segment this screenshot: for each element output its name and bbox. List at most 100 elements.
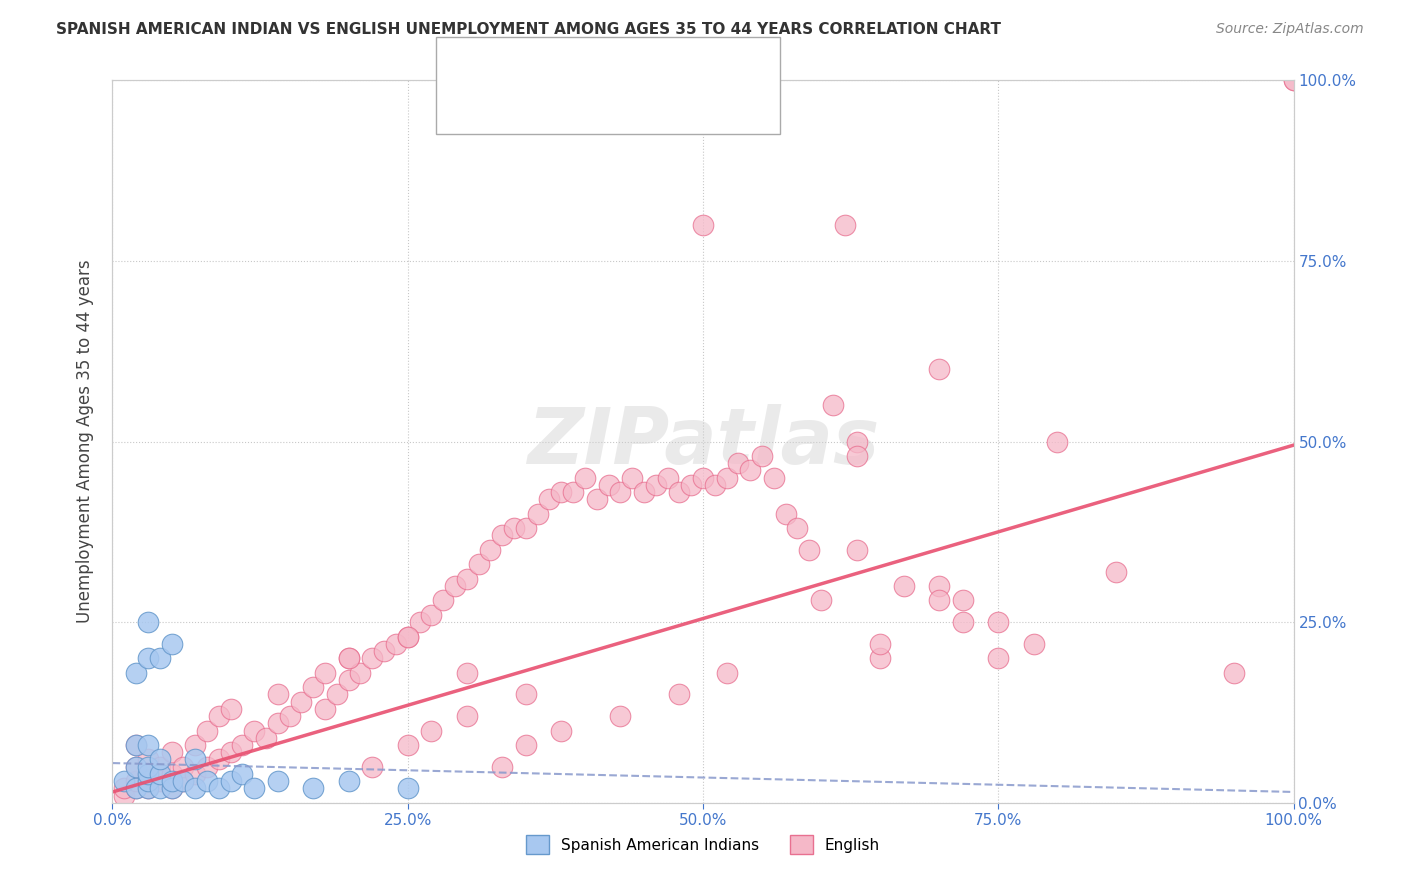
Point bbox=[928, 579, 950, 593]
Point bbox=[751, 449, 773, 463]
Point bbox=[136, 738, 159, 752]
Point bbox=[515, 738, 537, 752]
Point bbox=[657, 471, 679, 485]
Text: N =: N = bbox=[620, 62, 654, 77]
Point bbox=[952, 615, 974, 630]
Point bbox=[302, 781, 325, 796]
Point bbox=[195, 760, 218, 774]
Point bbox=[869, 651, 891, 665]
Point bbox=[845, 449, 868, 463]
Point bbox=[385, 637, 408, 651]
Point bbox=[740, 463, 762, 477]
Point bbox=[396, 781, 419, 796]
Point bbox=[869, 637, 891, 651]
Point bbox=[550, 485, 572, 500]
Point bbox=[172, 774, 194, 789]
Point bbox=[136, 781, 159, 796]
Point bbox=[136, 651, 159, 665]
Point bbox=[515, 521, 537, 535]
Point bbox=[467, 558, 489, 572]
Point bbox=[337, 651, 360, 665]
Point bbox=[136, 752, 159, 766]
Point bbox=[515, 687, 537, 701]
Point bbox=[208, 781, 231, 796]
Point bbox=[267, 774, 290, 789]
Point bbox=[727, 456, 749, 470]
Point bbox=[644, 478, 666, 492]
Point bbox=[160, 781, 183, 796]
Point bbox=[136, 767, 159, 781]
Text: 0.634: 0.634 bbox=[536, 95, 579, 111]
Point bbox=[692, 218, 714, 232]
Point bbox=[668, 687, 690, 701]
Point bbox=[231, 767, 253, 781]
Point bbox=[987, 651, 1010, 665]
Point bbox=[231, 738, 253, 752]
Point bbox=[172, 760, 194, 774]
Text: ZIPatlas: ZIPatlas bbox=[527, 403, 879, 480]
Point bbox=[337, 774, 360, 789]
Point bbox=[396, 630, 419, 644]
Point bbox=[254, 731, 277, 745]
Point bbox=[432, 593, 454, 607]
Point bbox=[598, 478, 620, 492]
Point bbox=[278, 709, 301, 723]
Point bbox=[337, 673, 360, 687]
Point bbox=[762, 471, 785, 485]
Point bbox=[444, 579, 467, 593]
Point bbox=[219, 774, 242, 789]
Point bbox=[184, 767, 207, 781]
Point bbox=[149, 767, 172, 781]
Point bbox=[716, 471, 738, 485]
Point bbox=[928, 593, 950, 607]
Point bbox=[125, 738, 148, 752]
Point bbox=[396, 738, 419, 752]
Point bbox=[125, 738, 148, 752]
Point bbox=[243, 781, 266, 796]
Point bbox=[112, 789, 135, 803]
Point bbox=[550, 723, 572, 738]
Point bbox=[821, 398, 844, 412]
Point bbox=[633, 485, 655, 500]
Point bbox=[160, 774, 183, 789]
Point bbox=[373, 644, 395, 658]
Point bbox=[125, 760, 148, 774]
Point bbox=[893, 579, 915, 593]
Point bbox=[149, 651, 172, 665]
Point bbox=[149, 760, 172, 774]
Point bbox=[479, 542, 502, 557]
Point bbox=[337, 651, 360, 665]
Point bbox=[456, 572, 478, 586]
Point bbox=[562, 485, 585, 500]
Point bbox=[585, 492, 607, 507]
Point bbox=[408, 615, 430, 630]
Point bbox=[396, 630, 419, 644]
Point bbox=[125, 774, 148, 789]
Point bbox=[361, 760, 384, 774]
Text: Source: ZipAtlas.com: Source: ZipAtlas.com bbox=[1216, 22, 1364, 37]
Point bbox=[136, 774, 159, 789]
Point bbox=[810, 593, 832, 607]
Point bbox=[420, 723, 443, 738]
Point bbox=[681, 478, 703, 492]
Point bbox=[160, 637, 183, 651]
Y-axis label: Unemployment Among Ages 35 to 44 years: Unemployment Among Ages 35 to 44 years bbox=[76, 260, 94, 624]
Point bbox=[326, 687, 349, 701]
Point bbox=[136, 760, 159, 774]
Point bbox=[845, 542, 868, 557]
Point bbox=[160, 745, 183, 759]
Point bbox=[799, 542, 821, 557]
Point bbox=[125, 781, 148, 796]
Point bbox=[195, 774, 218, 789]
Text: R =: R = bbox=[489, 62, 523, 77]
Point bbox=[538, 492, 561, 507]
Point bbox=[1282, 73, 1305, 87]
Text: -0.041: -0.041 bbox=[536, 62, 585, 77]
Point bbox=[184, 781, 207, 796]
Point bbox=[692, 471, 714, 485]
Point bbox=[786, 521, 808, 535]
Point bbox=[149, 752, 172, 766]
Point bbox=[243, 723, 266, 738]
Point bbox=[184, 752, 207, 766]
Point bbox=[609, 709, 631, 723]
